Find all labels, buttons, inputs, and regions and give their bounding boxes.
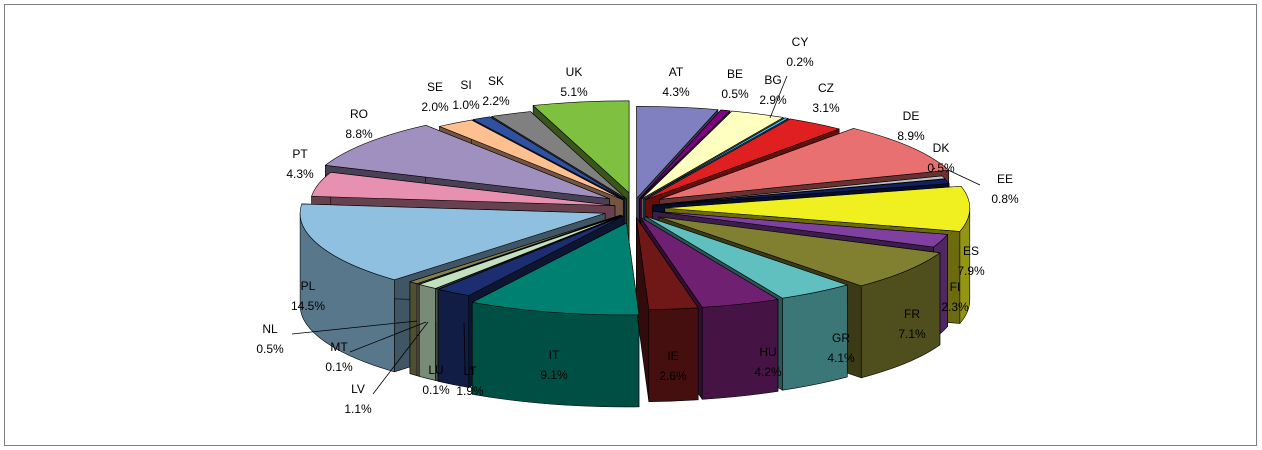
pie-slice-nl (409, 214, 621, 284)
pie-slice-ie (636, 217, 699, 310)
value-label: 2.9% (759, 93, 787, 107)
category-label: BE (727, 67, 743, 81)
value-label: 0.1% (422, 383, 450, 397)
category-label: FR (904, 307, 920, 321)
category-label: SK (488, 74, 504, 88)
category-label: CZ (818, 81, 834, 95)
pie-slice-pt (311, 171, 616, 206)
category-label: EE (997, 172, 1013, 186)
pie-slice-bg (641, 110, 784, 200)
leader-line-mt (349, 321, 427, 353)
value-label: 4.2% (754, 365, 782, 379)
value-label: 5.1% (560, 85, 588, 99)
pie-slice-es (664, 185, 971, 232)
value-label: 9.1% (540, 368, 568, 382)
pie-slice-tops (299, 100, 971, 316)
pie-slice-fi (652, 210, 948, 248)
value-label: 1.0% (452, 98, 480, 112)
pie-slice-ro (324, 124, 610, 200)
category-label: PT (292, 147, 308, 161)
pie-slice-cz (644, 118, 840, 201)
value-label: 1.9% (456, 384, 484, 398)
pie-slice-lu (435, 215, 623, 290)
value-label: 2.2% (482, 94, 510, 108)
value-label: 0.5% (927, 161, 955, 175)
pie-slice-at (636, 105, 719, 199)
category-label: SE (427, 80, 443, 94)
pie-slice-side (409, 281, 418, 376)
category-label: SI (460, 78, 471, 92)
value-label: 2.3% (941, 300, 969, 314)
value-label: 0.2% (786, 55, 814, 69)
value-label: 4.3% (662, 85, 690, 99)
pie-slice-be (639, 109, 731, 199)
leader-line-cy (769, 75, 788, 119)
pie-slice-uk (532, 100, 630, 194)
pie-slice-gr (644, 215, 848, 299)
value-label: 7.1% (898, 327, 926, 341)
category-label: IT (549, 348, 560, 362)
value-label: 4.3% (286, 167, 314, 181)
pie-slice-si (472, 116, 626, 200)
category-label: LU (428, 363, 443, 377)
pie-slice-it (471, 222, 640, 316)
category-label: AT (669, 65, 684, 79)
value-label: 0.8% (991, 192, 1019, 206)
value-label: 4.1% (827, 351, 855, 365)
value-label: 3.1% (812, 101, 840, 115)
category-label: NL (262, 322, 278, 336)
category-label: FI (950, 280, 961, 294)
category-label: LT (463, 364, 477, 378)
value-label: 14.5% (291, 299, 325, 313)
leader-line-lt (463, 321, 466, 368)
pie-slice-ee (652, 178, 950, 206)
category-label: GR (832, 331, 850, 345)
data-labels: AT 4.3% BE 0.5% BG 2.9% CY 0.2% CZ 3.1% DE 8.9% DK 0.… (256, 35, 1019, 416)
leader-line-lv (372, 321, 429, 395)
category-label: PL (301, 279, 316, 293)
pie-slice-hu (640, 216, 779, 308)
category-label: HU (759, 345, 776, 359)
category-label: DE (903, 109, 920, 123)
category-label: RO (350, 107, 368, 121)
value-label: 2.0% (421, 100, 449, 114)
pie-slice-dk (652, 175, 946, 206)
value-label: 0.5% (256, 342, 284, 356)
category-label: CY (792, 35, 809, 49)
leader-line-dk (931, 167, 936, 171)
value-label: 0.5% (721, 87, 749, 101)
value-label: 8.9% (897, 129, 925, 143)
pie-slice-cy (642, 117, 789, 200)
category-label: UK (566, 65, 583, 79)
category-label: ES (963, 244, 979, 258)
pie-slice-se (439, 119, 624, 201)
pie-slice-lt (438, 215, 624, 296)
pie-slice-lv (418, 215, 622, 289)
category-label: IE (667, 349, 678, 363)
category-label: DK (933, 141, 950, 155)
pie-slice-de (659, 128, 950, 200)
value-label: 8.8% (345, 127, 373, 141)
value-label: 0.1% (325, 360, 353, 374)
pie-slice-sk (491, 111, 627, 200)
value-label: 7.9% (957, 264, 985, 278)
category-label: MT (330, 340, 348, 354)
leader-line-ee (947, 169, 981, 186)
pie-slice-pl (299, 203, 606, 281)
category-label: LV (351, 382, 365, 396)
category-label: BG (764, 73, 781, 87)
pie-slice-fr (658, 216, 941, 287)
pie-slice-side (416, 283, 420, 377)
value-label: 2.6% (659, 369, 687, 383)
value-label: 1.1% (344, 402, 372, 416)
leader-line-nl (291, 320, 418, 335)
